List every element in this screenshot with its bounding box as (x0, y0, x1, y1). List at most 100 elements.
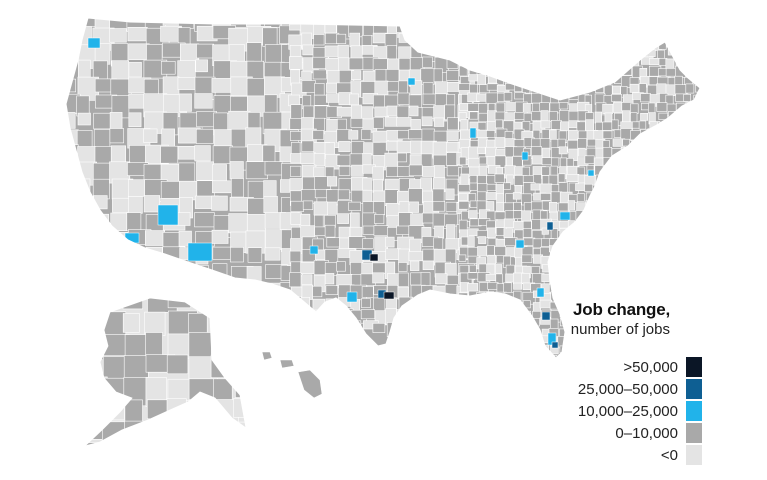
county-cell (168, 422, 188, 446)
county-cell (444, 298, 461, 312)
county-cell (614, 210, 624, 218)
county-cell (584, 155, 595, 165)
county-cell (674, 256, 685, 266)
county-cell (314, 321, 332, 331)
county-cell (122, 313, 140, 333)
county-cell (178, 281, 199, 301)
county-cell (350, 18, 368, 19)
county-cell (459, 264, 469, 274)
county-cell (594, 273, 606, 282)
county-cell (594, 238, 604, 249)
county-cell (495, 148, 507, 156)
county-cell (686, 40, 696, 53)
county-cell (504, 131, 514, 139)
county-cell (324, 321, 338, 336)
county-cell (611, 281, 625, 295)
county-cell (602, 103, 613, 114)
county-cell (613, 247, 625, 256)
county-cell (421, 128, 435, 143)
county-cell (704, 94, 714, 105)
county-cell (397, 92, 410, 105)
county-cell (94, 247, 118, 270)
county-cell (702, 104, 710, 111)
county-cell (650, 209, 662, 218)
county-cell (477, 146, 486, 155)
county-cell (604, 47, 616, 56)
county-cell (622, 185, 634, 197)
county-cell (704, 247, 712, 256)
county-cell (503, 218, 515, 228)
county-cell (674, 147, 684, 158)
county-cell (605, 56, 618, 70)
county-cell (640, 202, 652, 210)
county-cell (622, 245, 635, 256)
county-cell (245, 280, 262, 306)
county-cell (602, 255, 611, 267)
county-cell (386, 273, 399, 286)
county-cell (110, 248, 133, 270)
county-cell (622, 291, 636, 299)
county-cell (675, 283, 688, 292)
county-cell (558, 102, 569, 110)
county-cell (212, 312, 242, 342)
county-cell (76, 281, 98, 300)
county-cell (513, 67, 524, 77)
county-cell (188, 332, 212, 358)
county-cell (640, 221, 648, 229)
county-cell (549, 274, 562, 285)
county-cell (629, 265, 637, 277)
hawaii-region (261, 351, 323, 399)
county-cell (593, 248, 603, 258)
county-cell (386, 58, 400, 71)
county-cell (496, 49, 507, 61)
county-cell (478, 282, 489, 293)
county-cell (397, 152, 407, 163)
county-cell (327, 176, 338, 187)
county-cell (658, 112, 668, 120)
county-cell (77, 298, 100, 319)
county-cell (326, 201, 337, 215)
county-cell (611, 182, 620, 193)
county-cell (657, 129, 666, 142)
county-cell (686, 281, 696, 289)
county-cell (487, 320, 495, 331)
county-cell (435, 273, 448, 285)
county-cell (593, 209, 603, 221)
county-cell (100, 398, 125, 421)
county-cell (622, 94, 634, 103)
county-cell (145, 422, 173, 446)
county-cell (558, 146, 568, 155)
county-cell (264, 161, 283, 176)
county-cell (675, 167, 687, 180)
county-cell (194, 212, 215, 228)
county-cell (444, 18, 459, 27)
county-cell (421, 296, 435, 312)
county-cell (233, 398, 246, 418)
county-cell (94, 264, 119, 288)
county-cell (522, 121, 531, 131)
county-cell (301, 274, 313, 285)
county-cell (387, 81, 400, 92)
county-cell (665, 58, 675, 71)
county-cell (467, 157, 480, 168)
legend-swatch (686, 445, 702, 465)
county-cell (657, 221, 667, 229)
county-cell (703, 40, 712, 53)
county-cell (676, 210, 685, 222)
county-cell (458, 44, 472, 57)
county-cell (586, 245, 599, 258)
county-cell (602, 147, 612, 159)
county-cell (230, 299, 249, 324)
county-cell (478, 336, 491, 347)
county-cell (229, 161, 244, 180)
county-cell (566, 65, 575, 79)
county-cell (459, 309, 472, 323)
county-cell (550, 74, 563, 88)
county-cell (675, 246, 688, 260)
county-cell (513, 282, 523, 290)
county-cell (432, 201, 445, 212)
legend-swatch (686, 401, 702, 421)
county-cell (325, 285, 338, 296)
county-cell (550, 263, 561, 272)
